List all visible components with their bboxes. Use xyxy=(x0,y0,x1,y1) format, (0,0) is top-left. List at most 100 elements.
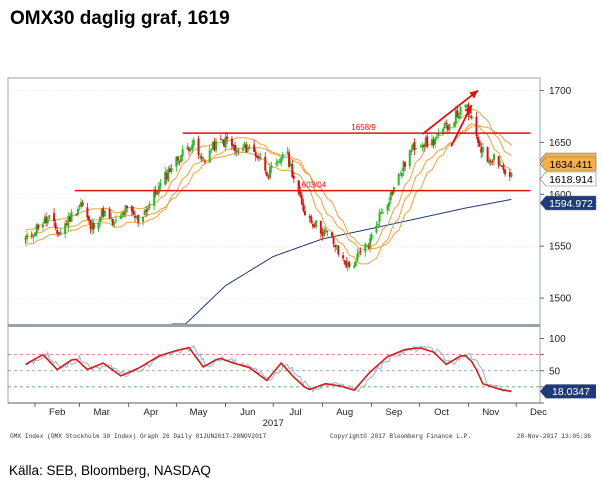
candle-body xyxy=(208,150,211,163)
candle-body xyxy=(99,216,102,223)
x-tick-label: Feb xyxy=(49,407,65,418)
candle-body xyxy=(170,167,173,172)
candle-body xyxy=(230,138,233,146)
footer-left-text: OMX Index (OMX Stockholm 30 Index) Graph… xyxy=(10,433,266,440)
price-tag-label: 1634.411 xyxy=(549,159,592,171)
candle-body xyxy=(491,160,494,162)
candle-body xyxy=(211,141,214,150)
candle-body xyxy=(81,202,84,206)
rsi-line xyxy=(25,346,512,393)
candle-body xyxy=(188,148,191,152)
candle-body xyxy=(365,245,368,247)
candle-body xyxy=(113,222,116,224)
candle-body xyxy=(378,212,381,223)
candle-body xyxy=(330,232,333,236)
candle-body xyxy=(221,140,224,142)
price-tag-label: 1618.914 xyxy=(549,174,593,186)
candle-body xyxy=(156,193,159,195)
candle-body xyxy=(157,185,160,194)
candle-body xyxy=(402,161,405,172)
candle-body xyxy=(245,144,248,153)
candle-body xyxy=(448,124,451,130)
candle-body xyxy=(488,159,491,164)
candle-body xyxy=(389,192,392,201)
candle-body xyxy=(477,136,480,143)
candle-body xyxy=(359,251,362,253)
candle-body xyxy=(437,132,440,136)
candle-body xyxy=(356,253,359,261)
candle-body xyxy=(292,176,295,179)
long-ma-layer xyxy=(171,198,512,325)
candle-body xyxy=(381,211,384,213)
candle-body xyxy=(291,163,294,177)
price-tick-label: 1500 xyxy=(549,294,572,305)
candle-body xyxy=(391,191,394,195)
candle-body xyxy=(176,156,179,161)
x-tick-label: Jul xyxy=(289,407,301,418)
candle-body xyxy=(354,261,357,267)
candle-body xyxy=(404,162,407,167)
candle-body xyxy=(242,148,245,151)
candle-body xyxy=(297,180,300,194)
candle-body xyxy=(165,173,168,180)
candle-body xyxy=(321,232,324,236)
candle-body xyxy=(222,139,225,147)
candle-body xyxy=(486,147,489,162)
candle-body xyxy=(192,140,195,146)
candle-body xyxy=(469,115,472,118)
candle-body xyxy=(24,238,27,240)
candle-body xyxy=(357,252,360,254)
candle-body xyxy=(415,148,418,150)
candle-body xyxy=(426,136,429,147)
candle-body xyxy=(443,123,446,128)
ma-band-line xyxy=(25,125,512,250)
moving-average-bands xyxy=(25,108,512,265)
candle-body xyxy=(504,169,507,175)
candle-body xyxy=(86,207,89,218)
candle-body xyxy=(470,116,473,119)
candle-body xyxy=(332,237,335,244)
candle-body xyxy=(342,255,345,259)
candle-body xyxy=(119,215,122,220)
candle-body xyxy=(299,191,302,196)
candle-body xyxy=(421,144,424,148)
rsi-tag-label: 18.0347 xyxy=(552,386,590,398)
trend-arrow-head xyxy=(464,104,472,114)
price-tag: 1618.914 xyxy=(539,171,597,187)
candle-body xyxy=(102,208,105,217)
candle-body xyxy=(175,156,178,167)
candle-body xyxy=(199,155,202,158)
candle-body xyxy=(97,222,100,230)
rsi-tick-label: 50 xyxy=(549,366,561,377)
price-tag-box xyxy=(539,171,597,187)
candle-body xyxy=(168,168,171,172)
candle-body xyxy=(456,110,459,117)
candle-body xyxy=(380,212,383,214)
candle-body xyxy=(303,211,306,216)
price-grid xyxy=(8,90,540,299)
candle-body xyxy=(164,171,167,185)
candle-body xyxy=(459,106,462,115)
resistance-layer: 1658/9 1603/04 xyxy=(74,89,531,192)
candle-body xyxy=(56,230,59,234)
candle-body xyxy=(232,145,235,147)
resistance-label: 1603/04 xyxy=(297,181,326,190)
candle-body xyxy=(276,161,279,163)
axis-layer: 1500 1550 1600 1650 1700 50 100 Feb Mar Apr May Jun… xyxy=(8,86,572,429)
candle-body xyxy=(100,209,103,218)
candle-body xyxy=(392,187,395,193)
candle-body xyxy=(253,144,256,152)
candle-body xyxy=(265,172,268,176)
candle-body xyxy=(146,208,149,211)
candle-body xyxy=(189,148,192,150)
candle-body xyxy=(502,165,505,170)
candle-body xyxy=(32,235,35,238)
candle-body xyxy=(289,163,292,166)
candle-body xyxy=(286,151,289,154)
candle-body xyxy=(434,138,437,144)
price-tick-label: 1550 xyxy=(549,242,572,253)
candle-body xyxy=(213,141,216,151)
candle-body xyxy=(67,216,70,227)
candle-body xyxy=(46,218,49,224)
footer-copyright-text: Copyright© 2017 Bloomberg Finance L.P. xyxy=(330,433,471,440)
